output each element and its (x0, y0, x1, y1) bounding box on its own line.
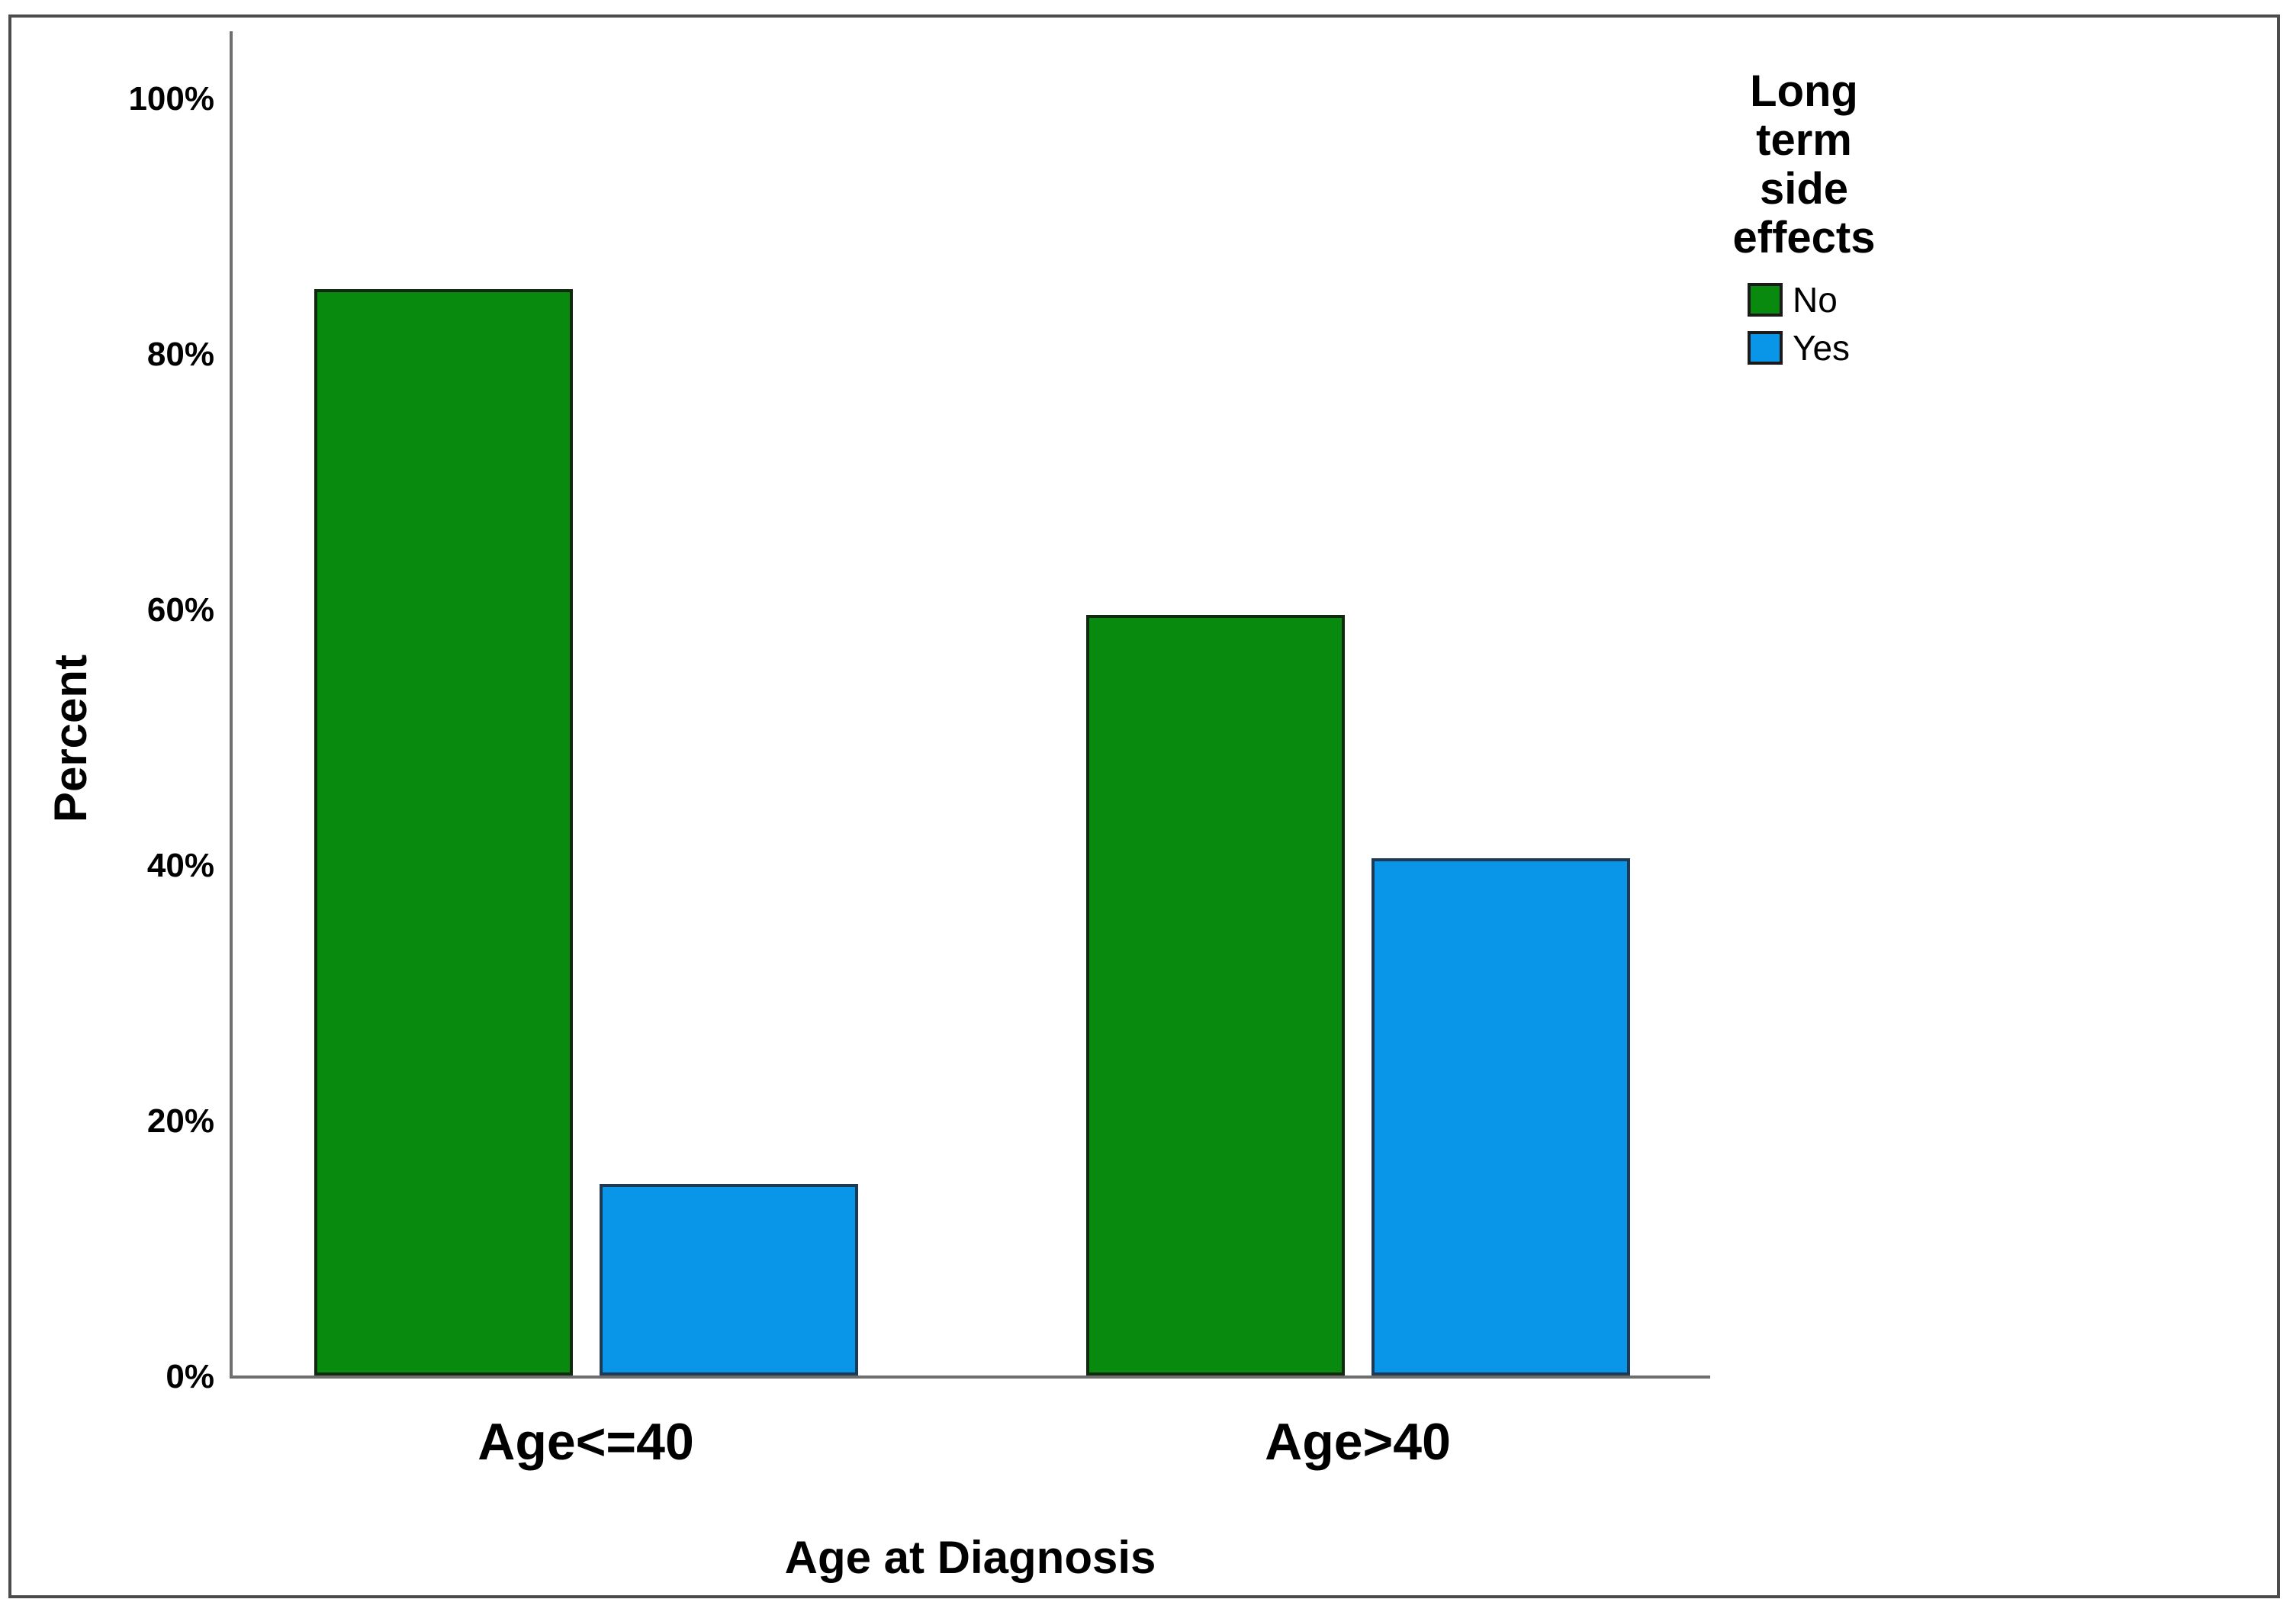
bar-yes-group2 (1371, 858, 1630, 1376)
y-axis-line (230, 31, 233, 1379)
bar-yes-group1 (599, 1184, 858, 1376)
legend-item-yes: Yes (1748, 329, 1897, 367)
legend-label: Yes (1793, 328, 1851, 368)
bar-no-group1 (314, 289, 573, 1376)
legend-label: No (1793, 280, 1838, 320)
legend-swatch-yes (1748, 331, 1783, 365)
y-tick-label: 20% (146, 1102, 214, 1140)
x-category-label: Age>40 (1265, 1413, 1451, 1471)
y-tick-label: 100% (128, 80, 214, 117)
legend-swatch-no (1748, 283, 1783, 317)
legend-items: No Yes (1711, 281, 1897, 367)
x-axis-line (230, 1376, 1710, 1379)
y-tick-label: 40% (146, 847, 214, 884)
y-tick-label: 80% (146, 336, 214, 373)
y-tick-label: 0% (166, 1358, 214, 1395)
x-category-label: Age<=40 (478, 1413, 694, 1471)
legend: Long term side effects No Yes (1711, 67, 1897, 377)
x-axis-title: Age at Diagnosis (784, 1532, 1156, 1583)
legend-item-no: No (1748, 281, 1897, 319)
legend-title: Long term side effects (1732, 66, 1876, 262)
y-tick-label: 60% (146, 591, 214, 629)
bar-no-group2 (1085, 615, 1345, 1376)
